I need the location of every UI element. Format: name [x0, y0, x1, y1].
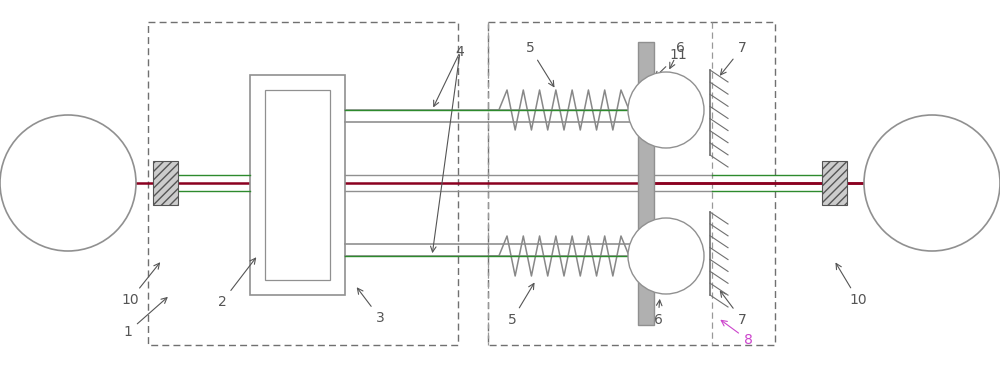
Text: 5: 5 [526, 41, 554, 87]
Text: 8: 8 [721, 320, 752, 347]
Text: 3: 3 [357, 288, 384, 325]
Text: 7: 7 [721, 41, 746, 75]
Circle shape [628, 218, 704, 294]
Bar [638, 42, 654, 325]
Text: 7: 7 [720, 291, 746, 327]
Circle shape [0, 115, 136, 251]
Text: 10: 10 [121, 263, 159, 307]
Text: 10: 10 [836, 264, 867, 307]
Text: PMSG: PMSG [910, 175, 954, 190]
Text: 5: 5 [508, 283, 534, 327]
Circle shape [628, 72, 704, 148]
Bar [153, 161, 178, 205]
Text: 2: 2 [218, 258, 256, 309]
Text: 1: 1 [124, 298, 167, 339]
Text: 11: 11 [655, 48, 687, 77]
Text: WEC: WEC [49, 174, 87, 192]
Bar [250, 75, 345, 295]
Circle shape [864, 115, 1000, 251]
Text: 4: 4 [456, 45, 464, 59]
Text: 6: 6 [654, 300, 662, 327]
Bar [265, 90, 330, 280]
Bar [822, 161, 847, 205]
Text: 6: 6 [670, 41, 684, 68]
